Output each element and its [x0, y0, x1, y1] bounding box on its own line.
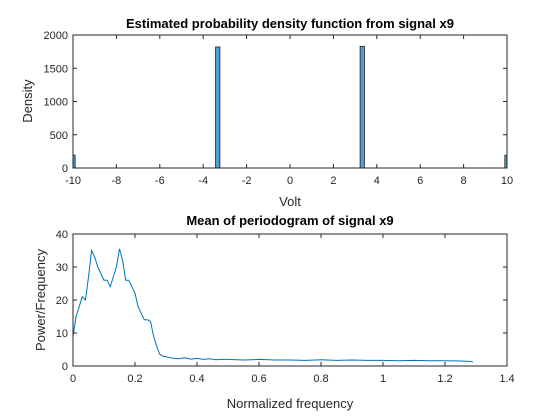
y-tick-label: 1500: [44, 63, 68, 75]
y-tick-label: 1000: [44, 97, 68, 109]
x-tick-label: -8: [112, 175, 122, 187]
x-tick-label: 0: [70, 373, 76, 385]
y-tick-label: 0: [62, 163, 68, 175]
y-tick-label: 2000: [44, 30, 68, 42]
periodogram-ticks: 0 0.2 0.4 0.6 0.8 1 1.2 1.4 0 10 20 30 40: [56, 229, 515, 385]
histogram-axes: Estimated probability density function f…: [20, 16, 513, 209]
x-tick-label: 8: [461, 175, 467, 187]
periodogram-series: [72, 248, 474, 363]
x-tick-label: -2: [242, 175, 252, 187]
periodogram-title: Mean of periodogram of signal x9: [186, 213, 393, 228]
periodogram-ylabel: Power/Frequency: [33, 249, 48, 351]
y-tick-label: 30: [56, 262, 68, 274]
y-tick-label: 20: [56, 295, 68, 307]
x-tick-label: 0.4: [189, 373, 204, 385]
x-tick-label: -4: [198, 175, 208, 187]
x-tick-label: 0.2: [127, 373, 142, 385]
x-tick-label: 1.2: [437, 373, 452, 385]
periodogram-line: [72, 248, 474, 363]
histogram-title: Estimated probability density function f…: [126, 16, 454, 31]
x-tick-label: 1: [380, 373, 386, 385]
y-tick-label: 10: [56, 328, 68, 340]
histogram-xlabel: Volt: [279, 194, 301, 209]
x-tick-label: -10: [65, 175, 81, 187]
histogram-ticks: -10 -8 -6 -4 -2 0 2 4 6 8 10 0 500 1000 1500 2000: [44, 30, 514, 187]
periodogram-axes: Mean of periodogram of signal x9 Normali…: [33, 213, 515, 411]
histogram-axes-box: [72, 34, 508, 169]
x-tick-label: 1.4: [499, 373, 514, 385]
x-tick-label: 10: [501, 175, 513, 187]
histogram-bars: [72, 45, 508, 169]
periodogram-axes-box: [72, 233, 508, 367]
y-tick-label: 500: [50, 130, 68, 142]
x-tick-label: 2: [330, 175, 336, 187]
x-tick-label: -6: [155, 175, 165, 187]
y-tick-label: 40: [56, 229, 68, 241]
y-tick-label: 0: [62, 361, 68, 373]
histogram-ylabel: Density: [20, 79, 35, 123]
x-tick-label: 6: [417, 175, 423, 187]
x-tick-label: 0.6: [251, 373, 266, 385]
x-tick-label: 4: [374, 175, 380, 187]
periodogram-xlabel: Normalized frequency: [227, 396, 354, 411]
histogram-bar: [359, 45, 365, 169]
x-tick-label: 0.8: [313, 373, 328, 385]
x-tick-label: 0: [287, 175, 293, 187]
histogram-bar: [215, 46, 221, 169]
